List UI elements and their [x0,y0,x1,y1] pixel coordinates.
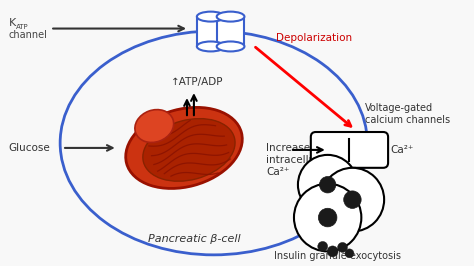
Text: ↑ATP/ADP: ↑ATP/ADP [171,77,224,87]
Ellipse shape [321,168,384,231]
Ellipse shape [318,242,328,251]
Text: Ca²⁺: Ca²⁺ [266,167,290,177]
Text: Voltage-gated: Voltage-gated [365,103,433,113]
Ellipse shape [197,12,225,22]
Text: Insulin granule exocytosis: Insulin granule exocytosis [274,251,401,261]
Ellipse shape [319,177,336,193]
Ellipse shape [319,208,337,227]
Ellipse shape [197,41,225,51]
Text: intracellular: intracellular [266,155,329,165]
FancyBboxPatch shape [311,132,388,168]
Ellipse shape [337,242,347,252]
Ellipse shape [217,12,245,22]
Bar [197,16,225,47]
Ellipse shape [217,41,245,51]
Text: K: K [9,18,16,28]
Text: Ca²⁺: Ca²⁺ [390,145,413,155]
Ellipse shape [298,155,357,215]
Ellipse shape [294,184,361,251]
Bar [217,16,245,47]
Text: Glucose: Glucose [9,143,50,153]
Ellipse shape [344,191,361,208]
Ellipse shape [126,107,242,188]
Ellipse shape [345,249,354,258]
Text: Increased: Increased [266,143,317,153]
Ellipse shape [135,110,173,143]
Text: Pancreatic β-cell: Pancreatic β-cell [147,234,240,244]
Text: Depolarization: Depolarization [276,34,352,44]
Ellipse shape [143,119,235,181]
Text: calcium channels: calcium channels [365,115,450,125]
Text: ATP: ATP [16,24,28,30]
Ellipse shape [327,246,338,257]
Text: channel: channel [9,30,47,40]
